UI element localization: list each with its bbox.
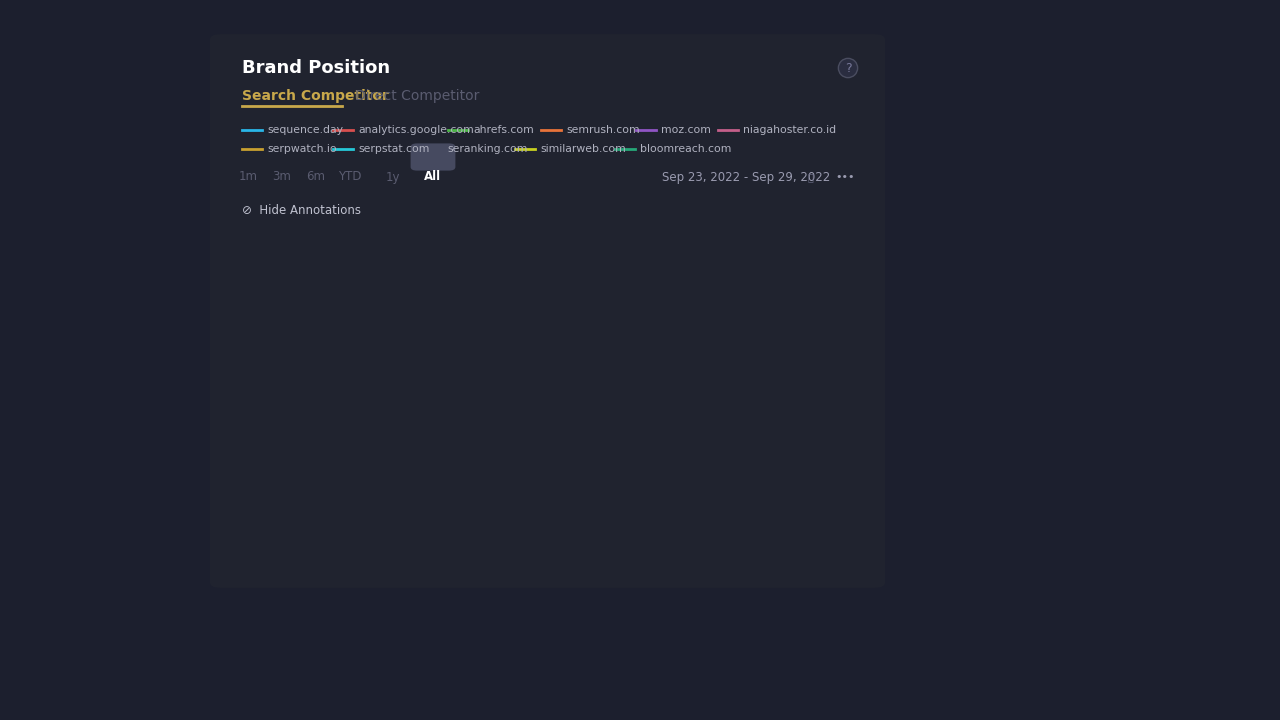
Text: ⊘  Hide Annotations: ⊘ Hide Annotations bbox=[242, 204, 361, 217]
Text: All: All bbox=[425, 171, 442, 184]
Text: Product
Enablement: Product Enablement bbox=[543, 282, 602, 327]
Text: Product
Enablement: Product Enablement bbox=[323, 292, 381, 327]
Text: Market
Leader: Market Leader bbox=[372, 225, 407, 297]
Text: URL
Restructure: URL Restructure bbox=[312, 395, 370, 423]
Text: sequence.day: sequence.day bbox=[268, 125, 343, 135]
Text: semrush.com: semrush.com bbox=[566, 125, 640, 135]
Text: serpwatch.io: serpwatch.io bbox=[268, 144, 337, 154]
Text: Product
Enablement: Product Enablement bbox=[718, 395, 777, 420]
Text: bloomreach.com: bloomreach.com bbox=[640, 144, 731, 154]
Text: Product
Enablement: Product Enablement bbox=[564, 356, 623, 377]
Text: Rev
amp: Rev amp bbox=[704, 336, 726, 377]
Text: Algorithm
Update: Algorithm Update bbox=[251, 230, 298, 251]
Text: Brand
ing: Brand ing bbox=[822, 222, 851, 261]
Text: Sep 23, 2022 - Sep 29, 2022: Sep 23, 2022 - Sep 29, 2022 bbox=[662, 171, 831, 184]
Text: Direct Competitor: Direct Competitor bbox=[355, 89, 480, 103]
Text: moz.com: moz.com bbox=[660, 125, 710, 135]
Text: URL
Restructure: URL Restructure bbox=[422, 259, 480, 288]
Text: serpstat.com: serpstat.com bbox=[358, 144, 429, 154]
Text: URL
Restructure: URL Restructure bbox=[511, 336, 567, 382]
Text: ⬜: ⬜ bbox=[808, 172, 814, 182]
Text: 3m: 3m bbox=[273, 171, 292, 184]
Text: SERP Feature
Achievement: SERP Feature Achievement bbox=[672, 230, 736, 258]
Text: Suspen
...: Suspen ... bbox=[509, 252, 547, 290]
Text: analytics.google.com: analytics.google.com bbox=[358, 125, 474, 135]
Text: 1y: 1y bbox=[385, 171, 401, 184]
Text: ?: ? bbox=[845, 61, 851, 74]
Text: Brand
ing: Brand ing bbox=[667, 378, 696, 416]
Text: 6m: 6m bbox=[306, 171, 325, 184]
Text: ahrefs.com: ahrefs.com bbox=[474, 125, 534, 135]
Text: seranking.com: seranking.com bbox=[447, 144, 527, 154]
Text: YTD: YTD bbox=[338, 171, 362, 184]
Text: niagahoster.co.id: niagahoster.co.id bbox=[742, 125, 836, 135]
Text: similarweb.com: similarweb.com bbox=[540, 144, 626, 154]
Text: Brand Position: Brand Position bbox=[242, 59, 390, 77]
FancyBboxPatch shape bbox=[242, 510, 323, 572]
Text: Rev
/amp: Rev /amp bbox=[527, 225, 553, 258]
Text: Search Competitor: Search Competitor bbox=[242, 89, 389, 103]
Text: 1m: 1m bbox=[238, 171, 257, 184]
Text: •••: ••• bbox=[836, 172, 855, 182]
